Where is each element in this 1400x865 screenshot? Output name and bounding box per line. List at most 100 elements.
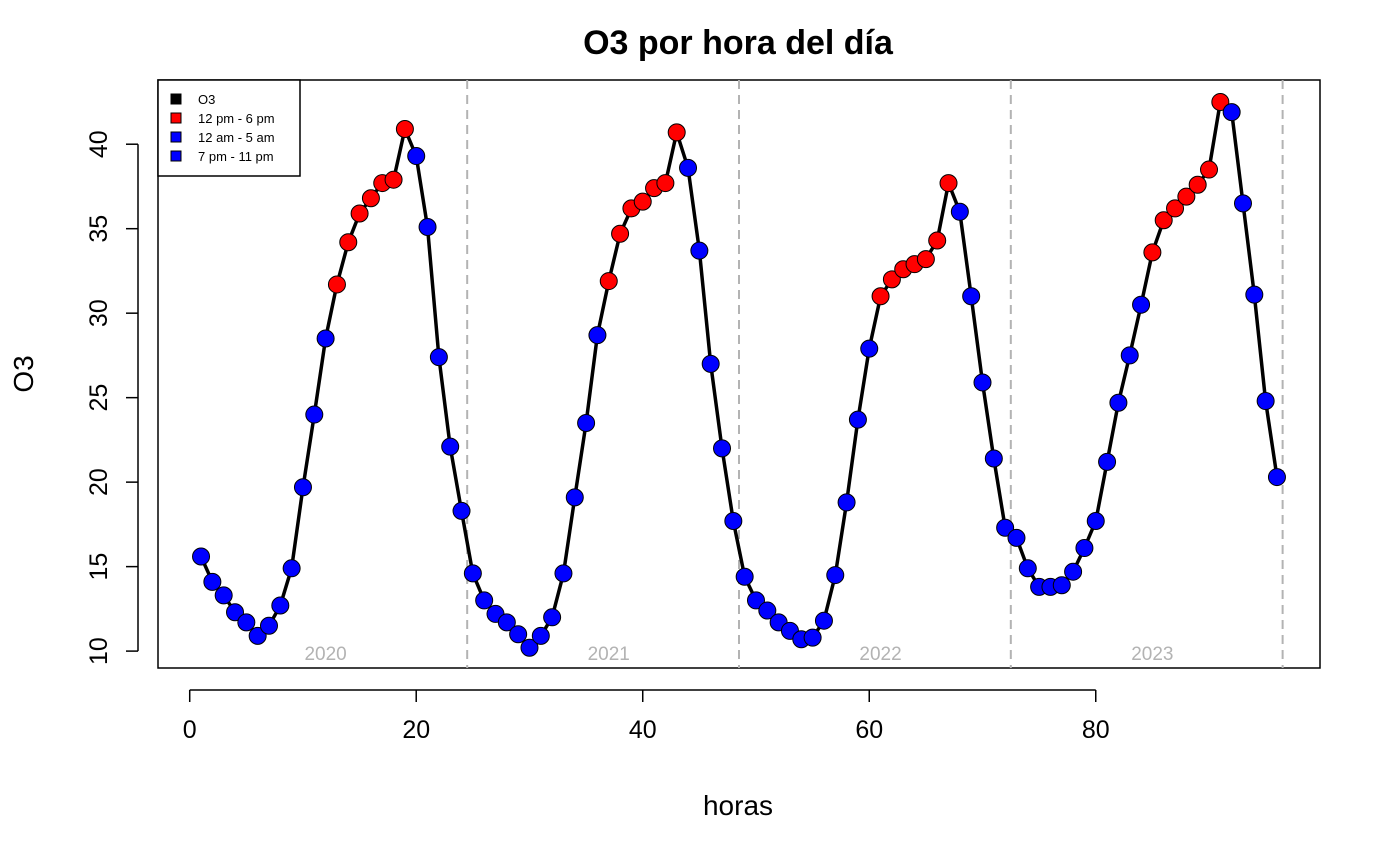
legend-swatch [170,93,182,105]
data-point [1075,539,1094,558]
data-point-midday [1154,211,1173,230]
data-point [497,613,516,632]
data-point [837,493,856,512]
data-point [305,405,324,424]
year-labels: 2020 2021 2022 2023 [304,644,1173,665]
data-point-midday [1211,92,1230,111]
year-label: 2020 [304,644,346,665]
data-point-midday [871,287,890,306]
data-point [724,512,743,530]
data-point [543,608,562,627]
data-point [950,202,969,221]
data-point-midday [667,123,686,142]
data-point [1098,452,1117,471]
data-point [452,501,471,520]
data-point [735,567,754,586]
legend-label: 12 pm - 6 pm [198,111,275,126]
data-point [713,439,732,458]
data-point [1007,528,1026,547]
data-point [1064,562,1083,581]
data-point [429,348,448,367]
data-points [192,92,1286,657]
data-point [554,564,573,583]
y-tick-label: 25 [85,384,113,412]
data-point [407,147,426,166]
data-point [441,437,460,456]
data-point [271,596,290,615]
x-tick-label: 0 [183,716,197,744]
data-point [984,449,1003,468]
data-point [316,329,335,348]
data-point [973,373,992,392]
data-point [577,414,596,432]
x-tick-label: 80 [1082,716,1110,744]
data-point [1132,295,1151,314]
data-point-midday [327,275,346,294]
data-point-midday [384,170,403,189]
data-point [758,601,777,620]
legend-box [157,79,301,177]
data-point [418,218,437,236]
data-point-midday [882,270,901,289]
data-point [962,287,981,306]
data-point [259,616,278,635]
data-point [996,518,1015,537]
data-point [475,591,494,610]
legend-swatch [170,150,182,162]
data-point [509,625,528,644]
chart-title: O3 por hora del día [583,24,894,62]
y-tick-label: 10 [85,637,113,665]
data-point [803,628,822,647]
year-label: 2023 [1131,644,1173,665]
y-axis-label: O3 [8,355,39,392]
data-point [690,241,709,260]
data-point-midday [395,120,414,138]
data-point [531,626,550,645]
legend-swatch [170,112,182,124]
year-label: 2021 [588,644,630,665]
data-point [746,591,765,610]
x-axis: 0 20 40 60 80 [183,689,1110,744]
legend-swatch [170,131,182,143]
data-point [848,410,867,429]
data-point-midday [599,272,618,291]
data-point [1052,576,1071,595]
data-point-midday [928,231,947,250]
data-point [248,626,267,645]
year-separators [466,80,1284,668]
x-tick-label: 60 [855,716,883,744]
data-point-midday [1166,199,1185,218]
legend-label: 7 pm - 11 pm [198,149,274,164]
y-tick-label: 35 [85,215,113,243]
data-point-midday [656,174,675,193]
x-tick-label: 40 [629,716,657,744]
data-point-midday [361,189,380,208]
data-point-midday [1177,187,1196,206]
data-point [237,613,256,632]
data-point [826,566,845,585]
y-tick-label: 15 [85,553,113,581]
data-point [520,638,539,657]
data-point [588,326,607,345]
legend: O3 12 pm - 6 pm 12 am - 5 am 7 pm - 11 pm [157,79,301,177]
data-point-midday [611,224,630,243]
data-point [1120,346,1139,365]
data-point [226,603,245,622]
x-axis-label: horas [703,790,773,821]
data-point-midday [939,174,958,193]
legend-label: O3 [198,92,215,107]
data-point [1086,512,1105,530]
data-point [1109,393,1128,412]
data-point [463,564,482,583]
data-point-midday [339,233,358,252]
data-point-midday [1143,243,1162,262]
data-point [203,572,222,591]
y-tick-label: 20 [85,468,113,496]
y-tick-label: 30 [85,299,113,327]
y-tick-label: 40 [85,130,113,158]
data-point [565,488,584,507]
data-point-midday [1188,175,1207,194]
year-label: 2022 [859,644,901,665]
data-point [814,611,833,630]
